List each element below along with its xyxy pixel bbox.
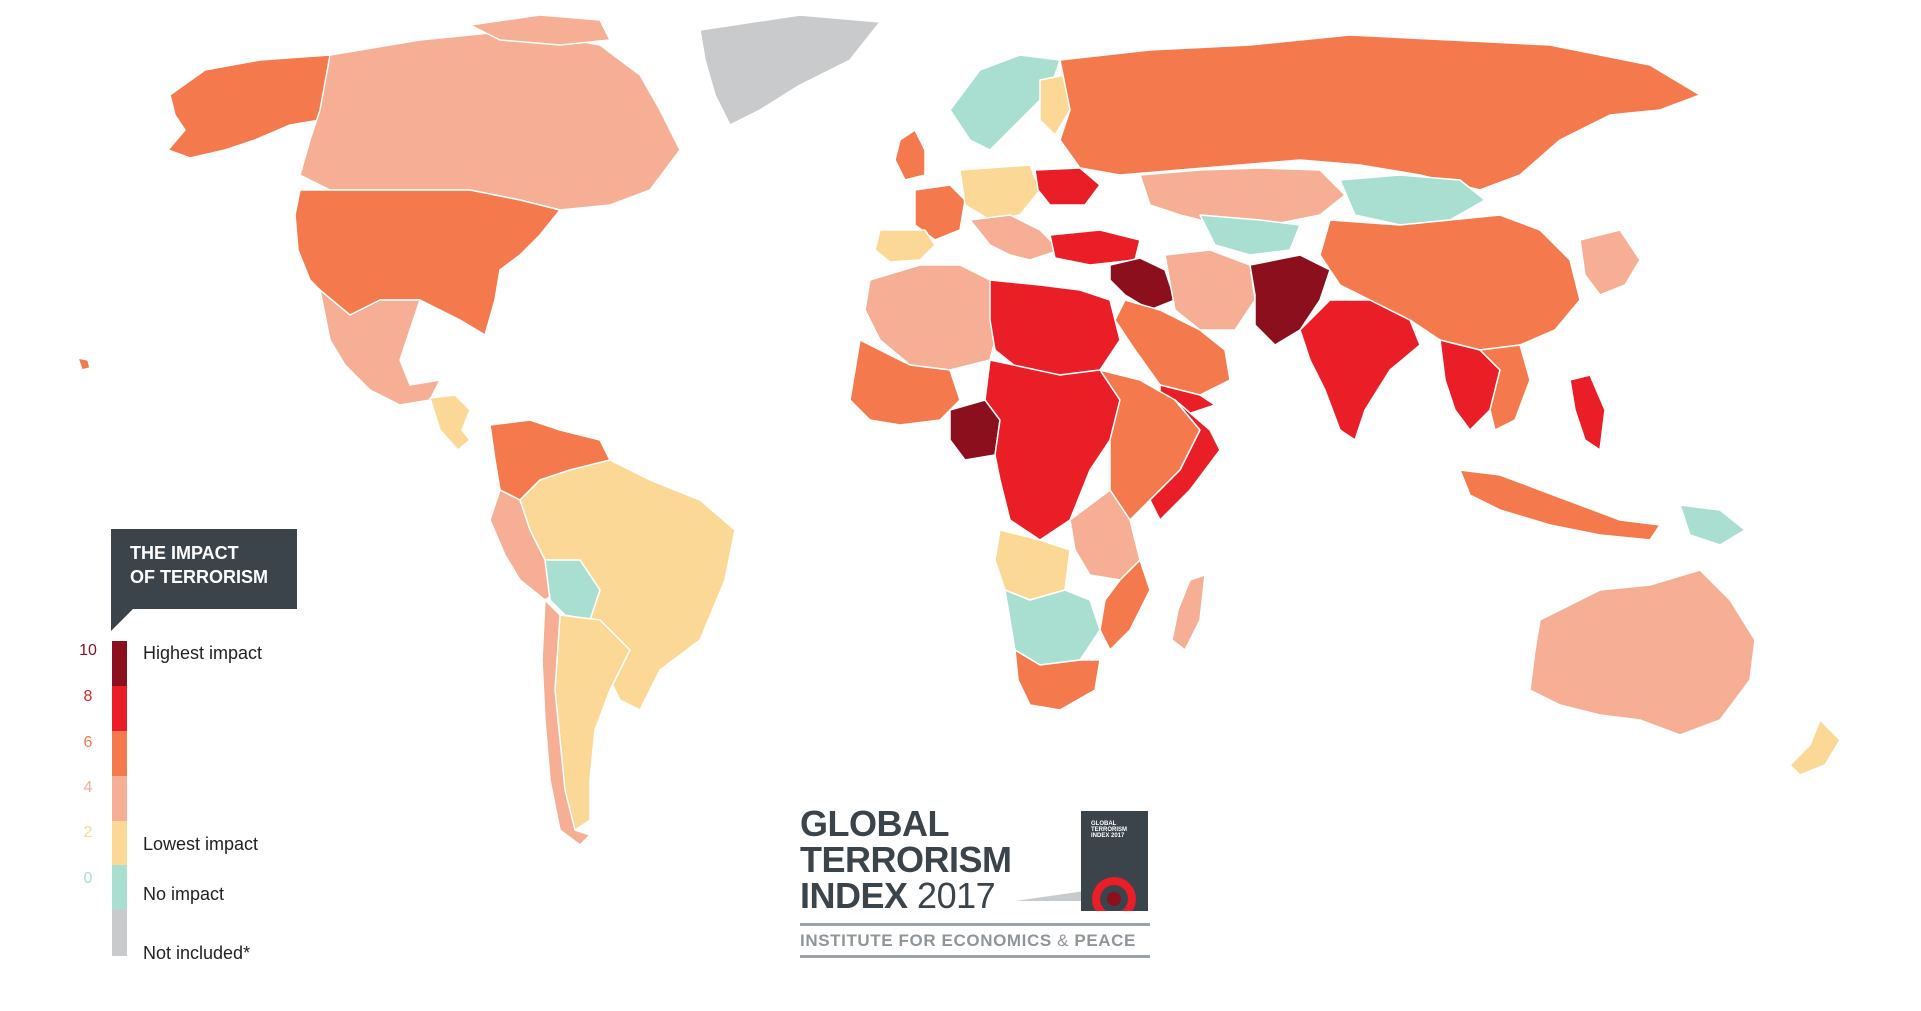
angola-region <box>994 529 1071 601</box>
papua-region <box>1679 504 1746 546</box>
hawaii-region <box>77 357 91 371</box>
chile-region <box>541 599 591 846</box>
indonesia-region <box>1459 469 1661 541</box>
canada-islands <box>469 14 611 46</box>
usa-region <box>294 189 561 336</box>
iran-region <box>1164 249 1256 331</box>
institute-name-part2: PEACE <box>1074 931 1136 950</box>
italy-balkans-region <box>969 214 1061 261</box>
alaska-region <box>167 54 341 159</box>
legend-tick-6: 6 <box>83 734 93 751</box>
legend-tick-2: 2 <box>83 824 93 841</box>
legend-label-highest: Highest impact <box>143 643 263 663</box>
legend-color-bar <box>112 641 127 956</box>
legend-swatch-lowest <box>112 821 127 865</box>
finland-region <box>1039 74 1071 136</box>
gti-title: GLOBAL TERRORISM INDEX 2017 <box>800 806 1012 914</box>
gti-title-index: INDEX <box>800 875 908 916</box>
mongolia-region <box>1339 174 1486 226</box>
libya-egypt-region <box>989 279 1121 376</box>
new-zealand-region <box>1789 719 1841 776</box>
mexico-region <box>319 289 441 406</box>
uk-region <box>894 129 926 181</box>
philippines-region <box>1569 374 1606 451</box>
legend-label-lowest: Lowest impact <box>143 834 259 854</box>
legend-swatch-not-included <box>112 909 127 956</box>
report-cover-text: GLOBAL TERRORISM INDEX 2017 <box>1091 821 1127 839</box>
somalia-region <box>1149 399 1221 521</box>
legend-swatch-low <box>112 776 127 821</box>
greenland-region <box>699 14 881 126</box>
legend-title-line2: OF TERRORISM <box>130 567 268 587</box>
france-region <box>914 184 966 241</box>
institute-ampersand: & <box>1057 931 1070 950</box>
legend-swatch-high <box>112 686 127 731</box>
turkey-region <box>1049 229 1141 266</box>
gti-logo: GLOBAL TERRORISM INDEX 2017 GLOBAL TERRO… <box>800 806 1160 966</box>
korea-japan-region <box>1579 229 1641 296</box>
mozambique-region <box>1099 559 1151 651</box>
gti-title-year: 2017 <box>917 875 996 916</box>
arabia-region <box>1114 299 1231 396</box>
report-cover-shadow <box>1015 891 1085 901</box>
legend-swatch-none <box>112 865 127 909</box>
gti-title-line2: TERRORISM <box>800 839 1012 880</box>
report-cover-image: GLOBAL TERRORISM INDEX 2017 <box>1081 811 1148 911</box>
kazakhstan-region <box>1139 167 1346 226</box>
scandinavia-region <box>949 54 1061 151</box>
legend-label-none: No impact <box>143 884 225 904</box>
china-region <box>1319 214 1581 351</box>
gti-title-line3: INDEX 2017 <box>800 878 1012 914</box>
india-region <box>1299 299 1421 441</box>
legend-pointer <box>111 609 133 631</box>
legend-swatch-medium <box>112 731 127 776</box>
iraq-syria-region <box>1109 257 1176 311</box>
canada-region <box>299 29 681 211</box>
south-africa-region <box>1014 649 1101 711</box>
iberia-region <box>874 229 936 263</box>
australia-region <box>1529 569 1756 736</box>
legend-tick-10: 10 <box>79 642 97 659</box>
institute-name-part1: INSTITUTE FOR ECONOMICS <box>800 931 1052 950</box>
legend-tick-4: 4 <box>83 779 93 796</box>
ukraine-region <box>1034 167 1101 206</box>
indochina-region <box>1479 344 1531 431</box>
legend-swatch-highest <box>112 641 127 686</box>
legend-tick-0: 0 <box>83 870 93 887</box>
institute-name: INSTITUTE FOR ECONOMICS & PEACE <box>800 923 1150 958</box>
central-america-region <box>429 394 471 451</box>
central-europe-region <box>959 164 1041 221</box>
legend-label-not-included: Not included* <box>143 943 251 963</box>
madagascar-region <box>1171 574 1206 651</box>
gti-title-line1: GLOBAL <box>800 803 949 844</box>
central-asia-region <box>1199 214 1301 256</box>
russia-region <box>1059 34 1701 191</box>
legend-title: THE IMPACT OF TERRORISM <box>111 529 297 631</box>
report-cover-graphic <box>1092 877 1136 911</box>
legend-title-line1: THE IMPACT <box>130 543 239 563</box>
legend-tick-8: 8 <box>83 688 93 705</box>
west-africa-region <box>849 339 961 426</box>
